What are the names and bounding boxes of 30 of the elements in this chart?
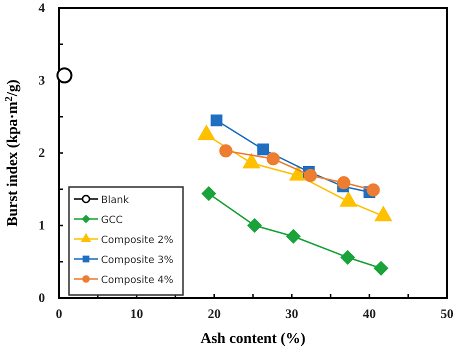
point: [374, 261, 388, 276]
point: [210, 114, 222, 126]
point: [56, 67, 72, 84]
point: [340, 250, 355, 265]
legend-label: GCC: [101, 215, 123, 226]
legend-label: Blank: [101, 195, 130, 206]
x-tick-label: 30: [285, 306, 298, 321]
y-tick-label: 1: [38, 218, 45, 232]
y-tick-label: 4: [38, 0, 46, 15]
x-tick-label: 20: [208, 306, 221, 321]
legend-label: Composite 4%: [101, 275, 174, 286]
point: [247, 218, 262, 233]
point: [286, 229, 301, 244]
point: [257, 144, 269, 156]
x-tick-label: 10: [130, 306, 144, 321]
point: [366, 183, 380, 197]
y-tick-label: 3: [38, 72, 46, 88]
legend-label: Composite 3%: [101, 255, 174, 266]
y-tick-label: 2: [38, 145, 45, 160]
point: [266, 152, 280, 166]
y-tick-label: 0: [38, 290, 45, 305]
point: [337, 176, 350, 190]
legend-label: Composite 2%: [101, 235, 174, 246]
x-tick-label: 0: [56, 306, 62, 321]
point: [304, 168, 317, 182]
point: [202, 186, 216, 201]
x-tick-label: 50: [440, 306, 454, 321]
x-axis-title: Ash content (%): [200, 331, 306, 347]
point: [219, 144, 232, 158]
x-tick-label: 40: [362, 306, 376, 321]
